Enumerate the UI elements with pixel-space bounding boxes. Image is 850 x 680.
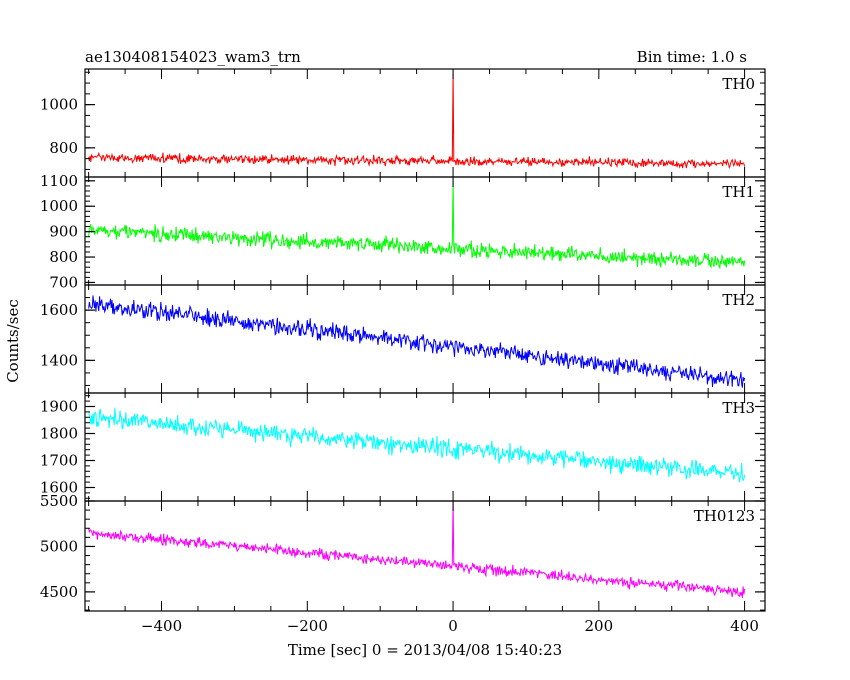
y-tick-label: 1800 — [40, 425, 78, 443]
panel-label: TH1 — [722, 183, 755, 201]
panels-group: 800 1000 TH0 700 800 900 1000 1100 TH1 1400 1600 TH… — [40, 68, 766, 635]
series-line-th0123 — [88, 501, 746, 598]
y-tick-label: 1400 — [40, 351, 78, 369]
y-tick-label: 1600 — [40, 479, 78, 497]
y-tick-label: 5500 — [40, 492, 78, 510]
chart-title: ae130408154023_wam3_trn — [85, 48, 301, 66]
y-tick-label: 5000 — [40, 537, 78, 555]
panel-frame — [84, 500, 766, 612]
y-tick-label: 1600 — [40, 301, 78, 319]
y-tick-label: 1000 — [40, 197, 78, 215]
x-tick-label: −200 — [287, 617, 328, 635]
panel-label: TH3 — [722, 399, 755, 417]
y-tick-label: 1900 — [40, 398, 78, 416]
y-tick-label: 900 — [49, 223, 78, 241]
panel-frame — [84, 284, 766, 394]
y-tick-label: 800 — [49, 139, 78, 157]
x-tick-label: 0 — [448, 617, 458, 635]
y-tick-label: 4500 — [40, 583, 78, 601]
panel-th1: 700 800 900 1000 1100 TH1 — [40, 172, 766, 291]
y-tick-label: 800 — [49, 248, 78, 266]
x-tick-label: 200 — [585, 617, 614, 635]
x-tick-label: −400 — [141, 617, 182, 635]
panel-label: TH2 — [722, 291, 755, 309]
series-line-th2 — [88, 295, 746, 388]
y-tick-label: 1100 — [40, 172, 78, 190]
panel-th2: 1400 1600 TH2 — [40, 284, 766, 394]
series-line-th0 — [88, 70, 746, 170]
y-tick-label: 1700 — [40, 452, 78, 470]
panel-th3: 1600 1700 1800 1900 TH3 — [40, 392, 766, 502]
series-line-th3 — [88, 407, 746, 483]
y-axis-label: Counts/sec — [4, 299, 22, 383]
bin-time-label: Bin time: 1.0 s — [637, 48, 747, 66]
panel-th0123: 4500 5000 5500 TH0123 — [40, 492, 766, 612]
y-tick-label: 700 — [49, 273, 78, 291]
x-axis-label: Time [sec] 0 = 2013/04/08 15:40:23 — [288, 641, 562, 659]
panel-label: TH0123 — [694, 507, 755, 525]
y-tick-label: 1000 — [40, 96, 78, 114]
panel-label: TH0 — [722, 75, 755, 93]
x-tick-label: 400 — [730, 617, 759, 635]
panel-th0: 800 1000 TH0 — [40, 68, 766, 178]
series-line-th1 — [88, 178, 746, 270]
